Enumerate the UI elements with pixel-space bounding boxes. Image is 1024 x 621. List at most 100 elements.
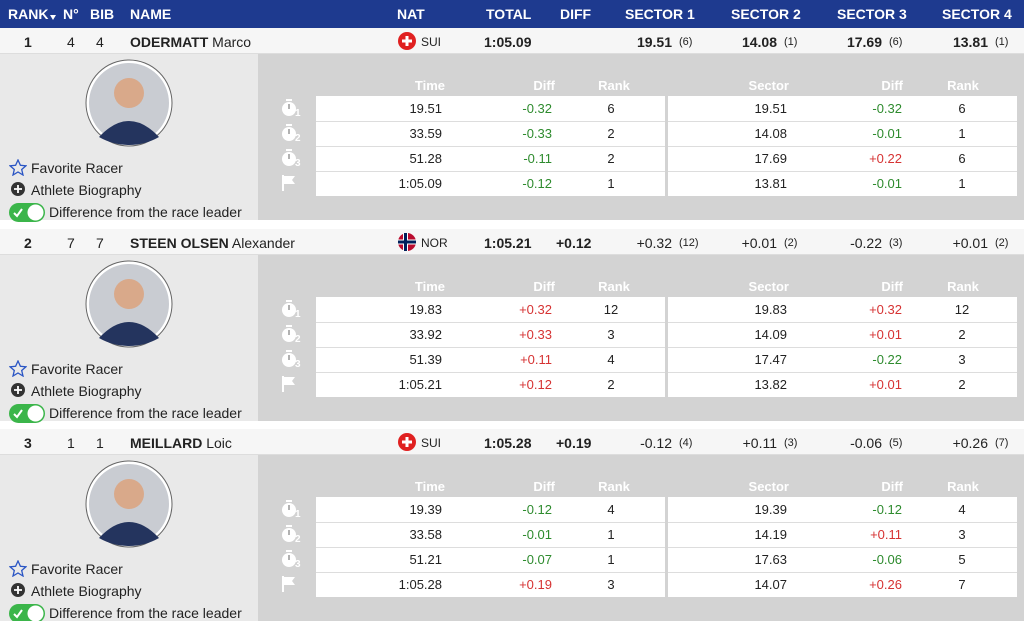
detail-header: Sector	[748, 278, 789, 294]
toggle[interactable]	[9, 403, 45, 428]
sector-value: +0.01	[952, 234, 988, 251]
nat-flag	[398, 433, 416, 451]
action-label[interactable]: Favorite Racer	[31, 160, 123, 176]
split-icon	[281, 99, 297, 122]
detail-header: Diff	[533, 278, 555, 294]
row-divider	[316, 121, 665, 122]
split-icon	[281, 324, 297, 348]
star-icon[interactable]	[8, 559, 28, 582]
toggle[interactable]	[9, 604, 45, 621]
split-cell: 2	[958, 326, 966, 342]
racer-name[interactable]: ODERMATT Marco	[130, 34, 251, 50]
split-cell: 19.39	[754, 502, 787, 517]
split-cell: -0.01	[872, 176, 902, 191]
split-cell: 51.39	[409, 351, 442, 367]
last-name: STEEN OLSEN	[130, 234, 229, 251]
split-icon	[281, 500, 297, 523]
action-label[interactable]: Difference from the race leader	[49, 204, 242, 220]
split-cell: +0.26	[869, 577, 902, 592]
bib: 4	[96, 34, 104, 50]
split-cell: -0.01	[872, 126, 902, 141]
star-icon[interactable]	[8, 158, 28, 181]
split-cell: 1	[607, 527, 615, 542]
sort-arrow	[50, 15, 56, 20]
racer-name[interactable]: STEEN OLSEN Alexander	[130, 235, 295, 251]
bio-icon[interactable]	[11, 382, 25, 402]
split-cell: -0.22	[872, 351, 902, 367]
row-divider	[316, 522, 665, 523]
split-cell: 14.08	[754, 126, 787, 141]
toggle[interactable]	[9, 203, 45, 227]
row-divider	[316, 146, 665, 147]
split-icon	[281, 174, 297, 197]
first-name: Marco	[208, 34, 252, 50]
header-bar	[0, 0, 1024, 28]
action-label[interactable]: Difference from the race leader	[49, 605, 242, 621]
split-cell: 1	[607, 176, 615, 191]
split-number: 3	[295, 158, 301, 169]
split-cell: -0.12	[872, 502, 902, 517]
action-label[interactable]: Favorite Racer	[31, 561, 123, 577]
action-label[interactable]: Athlete Biography	[31, 382, 142, 399]
racer-row[interactable]	[0, 28, 1024, 54]
detail-header: Rank	[947, 479, 979, 494]
action-label[interactable]: Athlete Biography	[31, 583, 142, 599]
bio-icon[interactable]	[11, 182, 25, 201]
split-cell: -0.12	[522, 176, 552, 191]
row-divider	[316, 321, 665, 323]
action-label[interactable]: Athlete Biography	[31, 182, 142, 198]
row-divider	[668, 321, 1017, 323]
split-cell: 3	[607, 326, 615, 342]
racer-row[interactable]	[0, 228, 1024, 255]
action-label[interactable]: Favorite Racer	[31, 360, 123, 377]
split-icon	[281, 550, 297, 573]
split-cell: 6	[958, 101, 966, 116]
split-icon	[281, 375, 297, 398]
sector-value: 13.81	[952, 34, 988, 50]
split-cell: 6	[958, 151, 966, 166]
column-header[interactable]: RANK	[8, 6, 49, 22]
detail-header: Sector	[748, 78, 789, 93]
column-header: TOTAL	[486, 6, 532, 22]
split-cell: +0.33	[519, 326, 552, 342]
row-divider	[316, 346, 665, 348]
sector-rank: (6)	[679, 36, 693, 48]
split-cell: 51.28	[409, 151, 442, 166]
split-number: 1	[295, 509, 301, 520]
racer-name[interactable]: MEILLARD Loic	[130, 435, 232, 451]
split-number: 1	[295, 308, 301, 320]
split-cell: 33.59	[409, 126, 442, 141]
split-cell: 4	[958, 502, 966, 517]
split-cell: -0.12	[522, 502, 552, 517]
detail-header: Diff	[881, 278, 903, 294]
star-icon[interactable]	[8, 358, 28, 382]
split-cell: 2	[958, 376, 966, 392]
diff: +0.12	[556, 234, 592, 251]
split-cell: -0.01	[522, 527, 552, 542]
racer-row[interactable]	[0, 429, 1024, 455]
sector-rank: (12)	[679, 236, 699, 249]
split-cell: 1	[607, 552, 615, 567]
sector-rank: (3)	[889, 236, 903, 249]
split-cell: 12	[954, 301, 970, 317]
split-cell: 1:05.21	[398, 376, 442, 392]
split-icon	[281, 525, 297, 548]
split-cell: +0.32	[519, 301, 552, 317]
column-header: DIFF	[560, 6, 592, 22]
split-icon	[281, 349, 297, 373]
action-label[interactable]: Difference from the race leader	[49, 404, 242, 421]
split-cell: 1	[958, 176, 966, 191]
detail-header: Sector	[748, 479, 789, 494]
detail-header: Diff	[533, 479, 555, 494]
athlete-photo	[85, 59, 173, 147]
split-cell: +0.01	[869, 326, 902, 342]
sector-rank: (2)	[995, 236, 1009, 249]
sector-value: +0.01	[741, 234, 777, 251]
sector-value: +0.26	[952, 435, 988, 451]
bio-icon[interactable]	[11, 583, 25, 602]
split-cell: 51.21	[409, 552, 442, 567]
row-divider	[668, 547, 1017, 548]
split-cell: 13.81	[754, 176, 787, 191]
bib: 1	[96, 435, 104, 451]
